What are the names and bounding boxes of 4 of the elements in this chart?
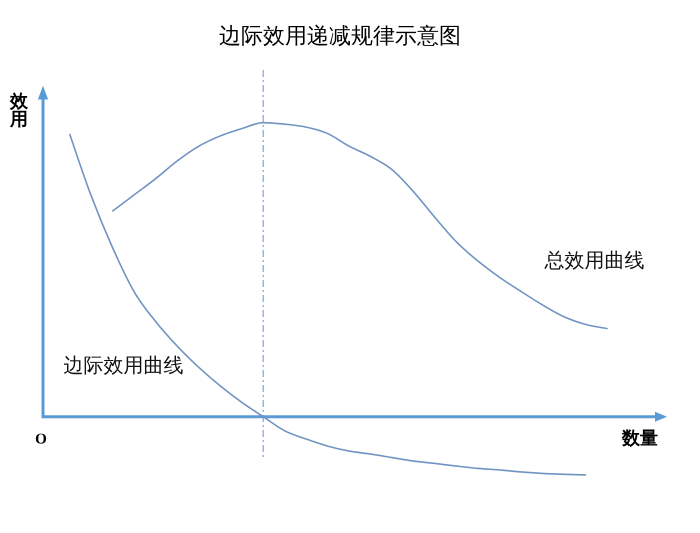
xlabel: 数量 xyxy=(622,428,658,448)
annotation: O xyxy=(35,432,47,448)
ylabel: 效用 xyxy=(10,91,28,129)
title: 边际效用递减规律示意图 xyxy=(219,23,461,48)
